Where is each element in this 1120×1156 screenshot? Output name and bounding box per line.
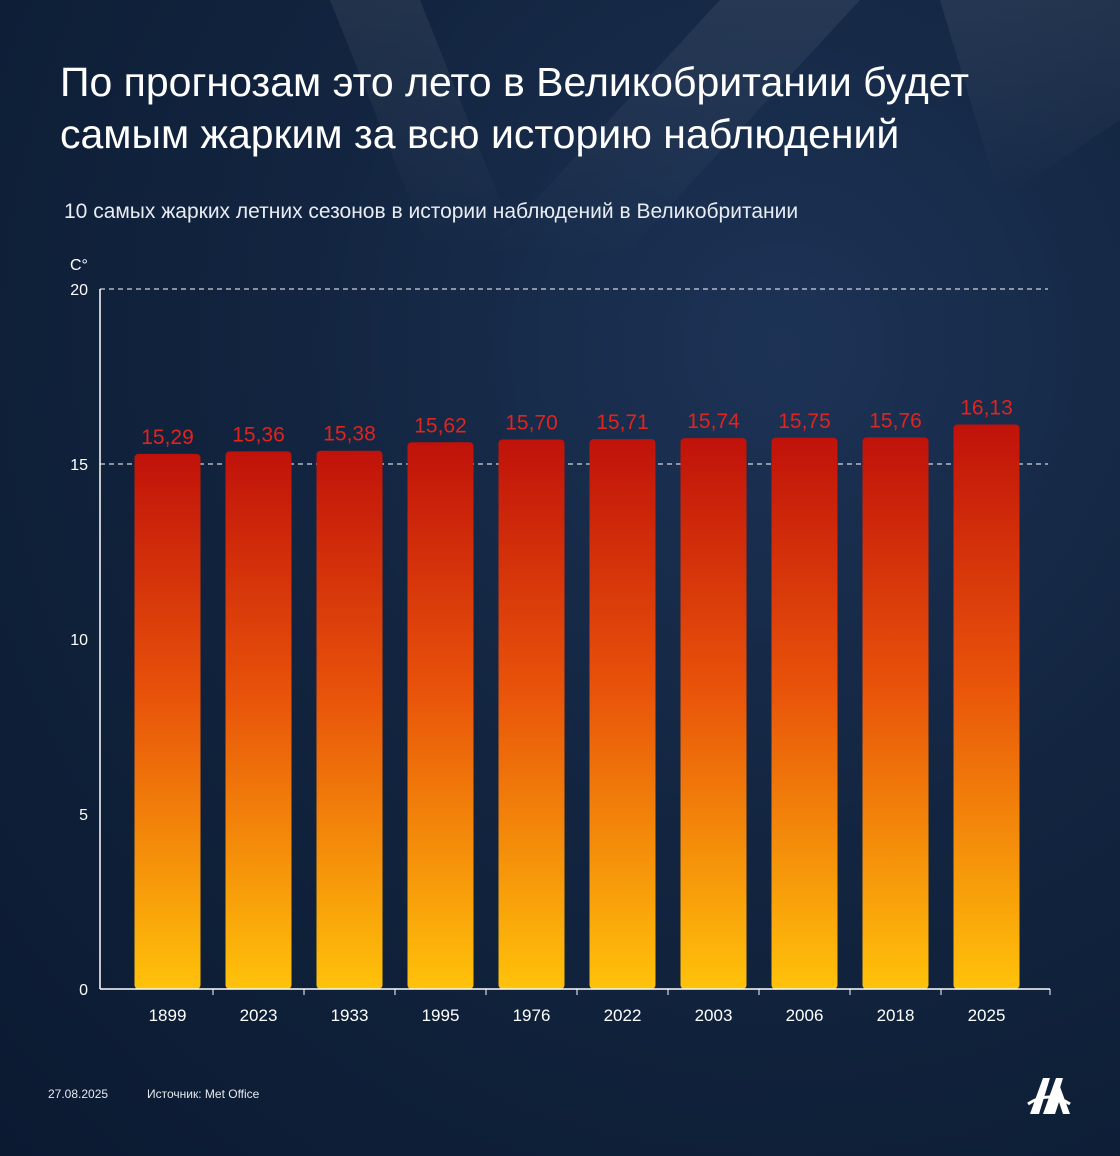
- x-tick-label: 2022: [604, 1006, 642, 1025]
- data-label: 15,38: [323, 423, 376, 446]
- y-tick-label: 0: [79, 982, 88, 999]
- x-tick-label: 1899: [149, 1006, 187, 1025]
- bar-2022: [589, 439, 656, 989]
- data-label: 15,70: [505, 412, 558, 435]
- bar-1899: [134, 453, 201, 990]
- y-tick-label: 5: [79, 807, 88, 824]
- data-label: 15,29: [141, 426, 194, 449]
- bar-chart: C° 0 5 10 15 20 15,29 1899 15,36 2023 15,38 1933 15…: [70, 257, 1051, 1025]
- footer-source: Источник: Met Office: [147, 1087, 260, 1101]
- x-tick-label: 2006: [786, 1006, 824, 1025]
- data-label: 16,13: [960, 396, 1013, 419]
- bar-2018: [862, 437, 929, 989]
- x-tick-label: 1933: [331, 1006, 369, 1025]
- bar-2006: [771, 437, 838, 989]
- data-label: 15,71: [596, 411, 649, 434]
- bar-2023: [225, 451, 292, 989]
- x-tick-label: 1976: [513, 1006, 551, 1025]
- data-label: 15,76: [869, 409, 922, 432]
- footer-date: 27.08.2025: [48, 1087, 109, 1101]
- x-tick-label: 2003: [695, 1006, 733, 1025]
- y-axis-unit-label: C°: [70, 257, 88, 274]
- bar-1933: [316, 450, 383, 989]
- y-tick-label: 20: [70, 282, 88, 299]
- x-tick-label: 2018: [877, 1006, 915, 1025]
- bar-2003: [680, 438, 747, 990]
- x-tick-label: 2023: [240, 1006, 278, 1025]
- data-label: 15,74: [687, 410, 740, 433]
- bar-1976: [498, 439, 565, 989]
- data-label: 15,62: [414, 414, 467, 437]
- y-tick-label: 10: [70, 632, 88, 649]
- data-label: 15,36: [232, 423, 285, 446]
- page-title: По прогнозам это лето в Великобритании б…: [60, 59, 969, 157]
- chart-subtitle: 10 самых жарких летних сезонов в истории…: [64, 200, 799, 223]
- aa-logo-icon: [1027, 1078, 1071, 1114]
- bar-2025: [953, 424, 1020, 989]
- data-label: 15,75: [778, 410, 831, 433]
- x-tick-label: 2025: [968, 1006, 1006, 1025]
- y-tick-label: 15: [70, 457, 88, 474]
- bar-1995: [407, 442, 474, 989]
- x-tick-label: 1995: [422, 1006, 460, 1025]
